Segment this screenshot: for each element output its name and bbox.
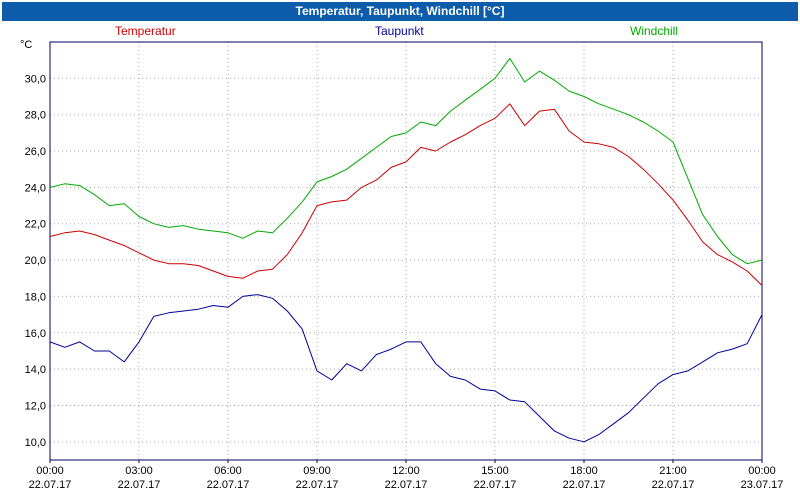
series-line-taupunkt: [49, 294, 763, 443]
x-tick-date: 23.07.17: [741, 479, 784, 491]
y-tick-label: 12,0: [25, 400, 46, 412]
x-tick-date: 22.07.17: [652, 479, 695, 491]
y-tick-label: 22,0: [25, 219, 46, 231]
series-line-windchill: [49, 57, 763, 265]
x-tick-label: 18:00: [570, 465, 598, 477]
y-tick-label: 20,0: [25, 255, 46, 267]
y-tick-label: 24,0: [25, 182, 46, 194]
y-tick-label: 26,0: [25, 146, 46, 158]
y-tick-label: 10,0: [25, 437, 46, 449]
chart-title: Temperatur, Taupunkt, Windchill [°C]: [295, 4, 505, 18]
y-tick-label: 18,0: [25, 291, 46, 303]
x-tick-date: 22.07.17: [385, 479, 428, 491]
x-tick-label: 00:00: [36, 465, 64, 477]
legend-taupunkt: Taupunkt: [375, 24, 424, 38]
x-tick-label: 00:00: [748, 465, 776, 477]
y-tick-label: 16,0: [25, 328, 46, 340]
x-tick-label: 21:00: [659, 465, 687, 477]
chart-canvas: 10,0 12,0 14,0 16,0 18,0 20,0 22,0 24,0 26,0 28,0…: [25, 41, 784, 491]
series-line-temperatur: [49, 103, 763, 286]
x-tick-date: 22.07.17: [207, 479, 250, 491]
x-tick-date: 22.07.17: [29, 479, 72, 491]
x-tick-label: 09:00: [303, 465, 331, 477]
x-tick-label: 06:00: [214, 465, 242, 477]
plot-frame: [49, 41, 763, 461]
y-tick-label: 30,0: [25, 73, 46, 85]
title-bar: Temperatur, Taupunkt, Windchill [°C]: [2, 2, 798, 21]
x-tick-label: 03:00: [125, 465, 153, 477]
x-tick-date: 22.07.17: [563, 479, 606, 491]
x-tick-label: 12:00: [392, 465, 420, 477]
x-tick-label: 15:00: [481, 465, 509, 477]
y-tick-label: 28,0: [25, 110, 46, 122]
legend-windchill: Windchill: [630, 24, 679, 38]
y-axis-unit-label: °C: [20, 39, 33, 51]
x-tick-date: 22.07.17: [296, 479, 339, 491]
y-tick-label: 14,0: [25, 364, 46, 376]
x-tick-date: 22.07.17: [474, 479, 517, 491]
x-tick-date: 22.07.17: [118, 479, 161, 491]
legend-temperatur: Temperatur: [115, 24, 176, 38]
